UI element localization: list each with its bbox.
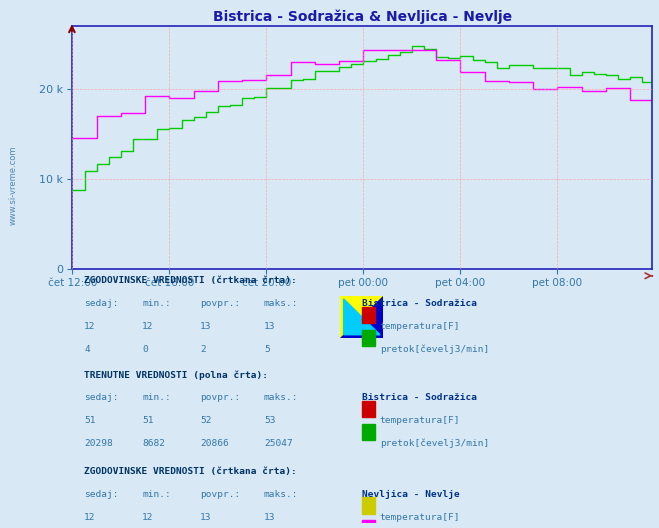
Text: TRENUTNE VREDNOSTI (polna črta):: TRENUTNE VREDNOSTI (polna črta): [84, 370, 268, 380]
Polygon shape [343, 299, 380, 335]
Text: sedaj:: sedaj: [84, 393, 119, 402]
Bar [362, 497, 375, 514]
Text: www.si-vreme.com: www.si-vreme.com [9, 145, 18, 224]
Text: 8682: 8682 [142, 439, 165, 448]
Text: 25047: 25047 [264, 439, 293, 448]
Text: min.:: min.: [142, 299, 171, 308]
Text: maks.:: maks.: [264, 299, 299, 308]
Text: povpr.:: povpr.: [200, 299, 241, 308]
Text: ZGODOVINSKE VREDNOSTI (črtkana črta):: ZGODOVINSKE VREDNOSTI (črtkana črta): [84, 276, 297, 285]
Text: 13: 13 [200, 513, 212, 522]
Text: Bistrica - Sodražica: Bistrica - Sodražica [362, 299, 478, 308]
Text: povpr.:: povpr.: [200, 393, 241, 402]
Text: temperatura[F]: temperatura[F] [380, 513, 461, 522]
Bar [362, 423, 375, 440]
Text: Nevljica - Nevlje: Nevljica - Nevlje [362, 489, 460, 498]
Bar [362, 520, 375, 528]
Text: pretok[čevelj3/min]: pretok[čevelj3/min] [380, 439, 489, 448]
Text: 51: 51 [142, 416, 154, 425]
Text: Bistrica - Sodražica: Bistrica - Sodražica [362, 393, 478, 402]
Bar [362, 401, 375, 417]
Text: 52: 52 [200, 416, 212, 425]
Text: 13: 13 [264, 322, 275, 331]
Bar [362, 307, 375, 323]
Text: ZGODOVINSKE VREDNOSTI (črtkana črta):: ZGODOVINSKE VREDNOSTI (črtkana črta): [84, 467, 297, 476]
Text: 51: 51 [84, 416, 96, 425]
Polygon shape [341, 296, 384, 338]
Text: 20298: 20298 [84, 439, 113, 448]
Text: min.:: min.: [142, 393, 171, 402]
Polygon shape [341, 296, 384, 338]
Text: 13: 13 [264, 513, 275, 522]
Text: temperatura[F]: temperatura[F] [380, 416, 461, 425]
Text: 12: 12 [142, 513, 154, 522]
Text: 53: 53 [264, 416, 275, 425]
Text: 5: 5 [264, 345, 270, 354]
Text: 12: 12 [84, 513, 96, 522]
Text: sedaj:: sedaj: [84, 299, 119, 308]
Text: 12: 12 [142, 322, 154, 331]
Title: Bistrica - Sodražica & Nevljica - Nevlje: Bistrica - Sodražica & Nevljica - Nevlje [213, 10, 512, 24]
Bar [362, 329, 375, 346]
Text: 20866: 20866 [200, 439, 229, 448]
Text: 13: 13 [200, 322, 212, 331]
Text: maks.:: maks.: [264, 489, 299, 498]
Text: 4: 4 [84, 345, 90, 354]
Text: povpr.:: povpr.: [200, 489, 241, 498]
Text: min.:: min.: [142, 489, 171, 498]
Text: pretok[čevelj3/min]: pretok[čevelj3/min] [380, 345, 489, 354]
Text: 2: 2 [200, 345, 206, 354]
Text: 12: 12 [84, 322, 96, 331]
Text: sedaj:: sedaj: [84, 489, 119, 498]
Text: temperatura[F]: temperatura[F] [380, 322, 461, 331]
Text: maks.:: maks.: [264, 393, 299, 402]
Text: 0: 0 [142, 345, 148, 354]
